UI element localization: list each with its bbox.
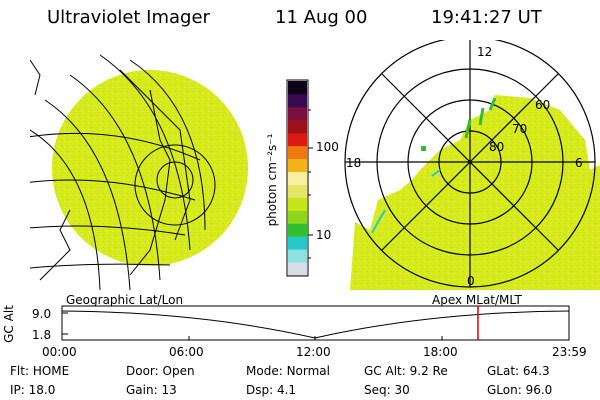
latitude-line bbox=[30, 132, 201, 161]
colorbar-swatch bbox=[288, 236, 307, 250]
colorbar-swatch bbox=[288, 119, 307, 134]
time-label: 19:41:27 UT bbox=[431, 7, 542, 28]
colorbar-tick-100: 100 bbox=[316, 140, 339, 154]
timeline-xtick-1800: 18:00 bbox=[423, 345, 458, 359]
colorbar-swatch bbox=[288, 223, 307, 237]
status-glat: GLat: 64.3 bbox=[487, 364, 550, 378]
timeline-frame bbox=[61, 305, 570, 341]
status-ip: IP: 18.0 bbox=[10, 383, 56, 397]
timeline-xtick-0000: 00:00 bbox=[42, 345, 77, 359]
colorbar-swatch bbox=[288, 93, 307, 108]
colorbar-swatch bbox=[288, 249, 307, 263]
timeline-xtick-2359: 23:59 bbox=[552, 345, 587, 359]
altitude-curve bbox=[61, 310, 570, 339]
meridian-line bbox=[99, 54, 191, 251]
geographic-map bbox=[30, 54, 248, 290]
apex-caption: Apex MLat/MLT bbox=[432, 293, 522, 307]
colorbar-swatch bbox=[288, 184, 307, 198]
timeline-xtick-0600: 06:00 bbox=[169, 345, 204, 359]
geographic-caption: Geographic Lat/Lon bbox=[66, 293, 184, 307]
timeline-ytick-top: 9.0 bbox=[32, 307, 52, 321]
status-door: Door: Open bbox=[126, 364, 195, 378]
timeline-ylabel: GC Alt bbox=[2, 305, 16, 343]
colorbar-swatch bbox=[288, 81, 307, 95]
coastline bbox=[119, 69, 191, 241]
mlt-label-18: 18 bbox=[346, 156, 362, 170]
auroral-emission bbox=[350, 95, 600, 290]
colorbar-swatch bbox=[288, 262, 307, 276]
timeline-xtick-1200: 12:00 bbox=[296, 345, 331, 359]
timeline-plot bbox=[61, 305, 570, 341]
colorbar-tick-10: 10 bbox=[316, 228, 332, 242]
date-label: 11 Aug 00 bbox=[275, 7, 368, 28]
status-dsp: Dsp: 4.1 bbox=[246, 383, 297, 397]
mlat-label-70: 70 bbox=[512, 122, 528, 136]
instrument-title: Ultraviolet Imager bbox=[47, 7, 210, 28]
timeline-ytick-bottom: 1.8 bbox=[32, 328, 52, 342]
colorbar-swatch bbox=[288, 132, 307, 147]
mlt-label-12: 12 bbox=[477, 45, 493, 59]
mlt-label-6: 6 bbox=[575, 156, 583, 170]
mlt-label-0: 0 bbox=[467, 274, 475, 288]
polar-plot bbox=[344, 40, 600, 290]
colorbar-swatch bbox=[288, 106, 307, 121]
colorbar-swatch bbox=[288, 210, 307, 224]
mlat-label-80: 80 bbox=[489, 140, 505, 154]
colorbar-swatch bbox=[288, 171, 307, 185]
status-gain: Gain: 13 bbox=[126, 383, 177, 397]
colorbar bbox=[286, 79, 313, 277]
colorbar-swatch bbox=[288, 197, 307, 211]
status-flt: Flt: HOME bbox=[10, 364, 70, 378]
status-gc-alt: GC Alt: 9.2 Re bbox=[364, 364, 448, 378]
colorbar-swatch bbox=[288, 158, 307, 173]
colorbar-unit-label: photon cm⁻²s⁻¹ bbox=[265, 133, 279, 227]
status-seq: Seq: 30 bbox=[364, 383, 410, 397]
mlat-label-60: 60 bbox=[535, 98, 551, 112]
colorbar-swatch bbox=[288, 145, 307, 160]
status-glon: GLon: 96.0 bbox=[487, 383, 553, 397]
status-mode: Mode: Normal bbox=[246, 364, 330, 378]
